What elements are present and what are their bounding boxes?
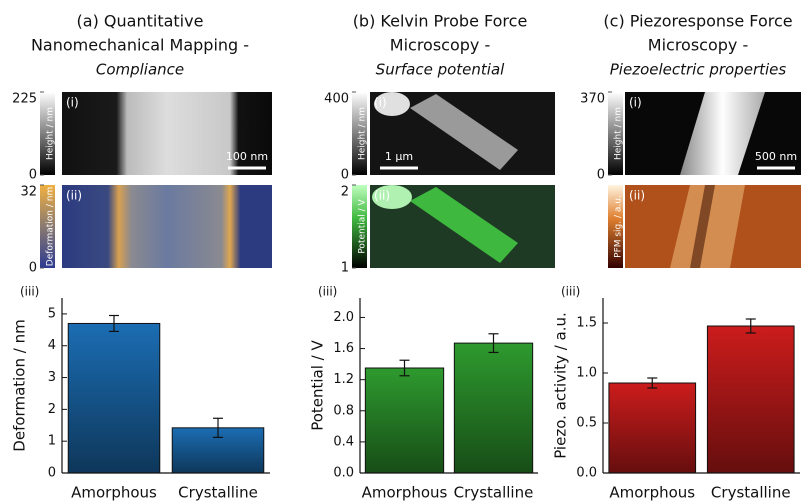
scale-bar-label: 1 µm xyxy=(385,150,413,163)
map-label: (ii) xyxy=(66,189,82,203)
colorbar-tick-label: 2 xyxy=(341,185,349,200)
map-label: (ii) xyxy=(629,189,645,203)
colorbar-tick-label: 400 xyxy=(324,92,349,107)
y-tick-label: 0.5 xyxy=(576,416,597,431)
panel-title: Microscopy - xyxy=(390,36,490,55)
colorbar xyxy=(352,92,367,175)
y-axis-label: Deformation / nm xyxy=(11,319,29,451)
y-tick-label: 1.5 xyxy=(576,316,597,331)
y-tick-label: 4 xyxy=(48,338,56,353)
scale-bar-label: 500 nm xyxy=(755,150,797,163)
y-tick-label: 0.4 xyxy=(333,434,354,449)
colorbar-tick-label: 370 xyxy=(580,92,605,107)
x-tick-label: Amorphous xyxy=(609,484,695,501)
panel-subtitle: Compliance xyxy=(96,61,184,79)
height-map xyxy=(62,92,272,175)
y-tick-label: 1.2 xyxy=(333,372,354,387)
colorbar-label: Height / nm xyxy=(358,107,368,160)
colorbar xyxy=(608,185,623,268)
edge xyxy=(690,185,715,268)
panel-title: (a) Quantitative xyxy=(77,12,204,31)
y-tick-label: 0 xyxy=(48,466,56,481)
panel-label: (iii) xyxy=(561,285,580,299)
y-axis-label: Piezo. activity / a.u. xyxy=(552,312,570,459)
y-axis-label: Potential / V xyxy=(309,339,327,430)
colorbar xyxy=(352,185,367,268)
colorbar xyxy=(40,185,55,268)
colorbar-tick-label: 0 xyxy=(341,168,349,183)
colorbar-tick-label: 0 xyxy=(597,168,605,183)
panel-title: (c) Piezoresponse Force xyxy=(603,12,792,31)
rod xyxy=(680,92,765,175)
deformation-map xyxy=(62,185,272,268)
colorbar-label: Height / nm xyxy=(614,107,624,160)
rod xyxy=(410,187,518,263)
panel-title: Nanomechanical Mapping - xyxy=(31,36,249,55)
map-label: (i) xyxy=(66,96,79,110)
x-tick-label: Crystalline xyxy=(454,484,534,501)
y-tick-label: 2.0 xyxy=(333,310,354,325)
y-tick-label: 0.0 xyxy=(333,466,354,481)
scale-bar-label: 100 nm xyxy=(226,150,268,163)
y-tick-label: 0.8 xyxy=(333,403,354,418)
panel-title: Microscopy - xyxy=(648,36,748,55)
panel-subtitle: Surface potential xyxy=(376,61,505,79)
blob xyxy=(372,185,412,209)
colorbar-label: Potential / V xyxy=(358,198,368,253)
colorbar xyxy=(608,92,623,175)
map-label: (ii) xyxy=(374,189,390,203)
colorbar-tick-label: 0 xyxy=(29,168,37,183)
bar xyxy=(453,342,534,474)
x-tick-label: Crystalline xyxy=(178,484,258,501)
bar xyxy=(67,322,161,474)
y-tick-label: 2 xyxy=(48,402,56,417)
bar xyxy=(706,325,795,474)
panel-label: (iii) xyxy=(20,285,39,299)
colorbar-label: PFM sig. / a.u. xyxy=(614,195,624,258)
y-tick-label: 0.0 xyxy=(576,466,597,481)
map-images xyxy=(40,92,801,268)
y-tick-label: 5 xyxy=(48,306,56,321)
panel-label: (iii) xyxy=(318,285,337,299)
y-tick-label: 1 xyxy=(48,434,56,449)
colorbar-label: Deformation / nm xyxy=(46,187,56,266)
x-tick-label: Crystalline xyxy=(711,484,791,501)
y-tick-label: 1.6 xyxy=(333,341,354,356)
colorbar-tick-label: 32 xyxy=(20,185,37,200)
rod xyxy=(410,94,518,170)
colorbar-tick-label: 1 xyxy=(341,261,349,276)
colorbar-tick-label: 225 xyxy=(12,92,37,107)
panel-title: (b) Kelvin Probe Force xyxy=(353,12,528,31)
map-label: (i) xyxy=(374,96,387,110)
colorbar xyxy=(40,92,55,175)
panel-subtitle: Piezoelectric properties xyxy=(610,61,787,79)
y-tick-label: 3 xyxy=(48,370,56,385)
colorbar-tick-label: 0 xyxy=(29,261,37,276)
bar xyxy=(608,382,697,474)
x-tick-label: Amorphous xyxy=(71,484,157,501)
y-tick-label: 1.0 xyxy=(576,366,597,381)
map-label: (i) xyxy=(629,96,642,110)
bar xyxy=(364,367,445,474)
blob xyxy=(374,92,410,116)
colorbar-label: Height / nm xyxy=(46,107,56,160)
x-tick-label: Amorphous xyxy=(362,484,448,501)
